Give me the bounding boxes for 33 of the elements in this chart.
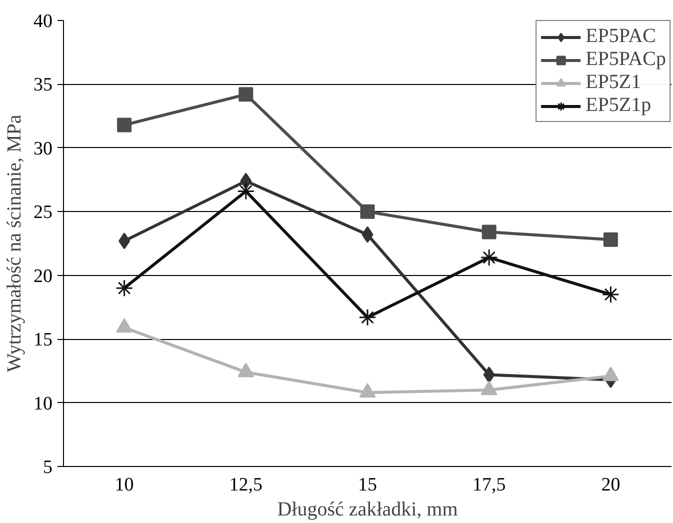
point: [360, 204, 375, 219]
y-tick-label: 30: [34, 138, 52, 160]
point: [603, 232, 618, 247]
point: [118, 232, 130, 250]
point: [117, 118, 132, 132]
point: [237, 182, 255, 200]
y-tick-label: 10: [34, 393, 52, 414]
point: [358, 308, 376, 326]
y-axis-title: Wytrzymałość na ścinanie, MPa: [4, 114, 26, 372]
x-tick-label: 20: [601, 474, 620, 496]
x-tick-label: 15: [358, 474, 377, 496]
x-tick-label: 17,5: [472, 474, 506, 496]
point: [240, 172, 252, 190]
y-tick-label: 25: [34, 202, 52, 224]
y-tick-label: 20: [34, 266, 52, 287]
x-tick-label: 10: [114, 474, 134, 496]
point: [362, 226, 374, 243]
legend-label: EP5Z1: [586, 71, 642, 94]
point: [602, 286, 620, 304]
legend-label: EP5PACp: [586, 48, 666, 71]
y-tick-label: 5: [43, 457, 52, 478]
legend-label: EP5Z1p: [586, 94, 652, 117]
point: [482, 224, 496, 240]
legend-label: EP5PAC: [586, 25, 656, 48]
point: [238, 87, 254, 102]
y-tick-label: 40: [34, 11, 52, 32]
point: [480, 248, 498, 266]
y-tick-label: 35: [34, 74, 52, 96]
x-axis-title: Długość zakładki, mm: [277, 498, 458, 520]
y-tick-label: 15: [34, 330, 52, 351]
x-tick-label: 12,5: [229, 474, 263, 496]
point: [116, 279, 134, 297]
point: [483, 366, 495, 383]
